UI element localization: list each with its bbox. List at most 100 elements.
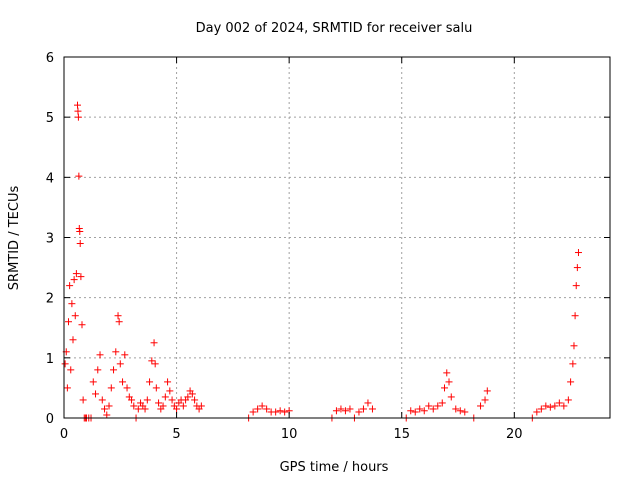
- y-tick-label: 3: [46, 232, 54, 247]
- data-point: [574, 249, 582, 257]
- data-point: [483, 387, 491, 395]
- data-point: [434, 402, 442, 410]
- data-point: [74, 101, 82, 109]
- data-point: [452, 405, 460, 413]
- data-point: [411, 408, 419, 416]
- data-point: [263, 405, 271, 413]
- data-point: [105, 402, 113, 410]
- data-point: [368, 405, 376, 413]
- data-point: [191, 396, 199, 404]
- axis-ticks: 0 5 10 15 20 0 1 2 3 4 5 6: [46, 51, 610, 442]
- data-point: [281, 408, 289, 416]
- data-point: [571, 312, 579, 320]
- chart-title: Day 002 of 2024, SRMTID for receiver sal…: [196, 21, 473, 36]
- data-points: [61, 101, 582, 422]
- data-point: [359, 405, 367, 413]
- data-point: [537, 405, 545, 413]
- data-point: [121, 351, 129, 359]
- data-point: [364, 399, 372, 407]
- data-point: [116, 360, 124, 368]
- data-point: [197, 402, 205, 410]
- data-point: [77, 273, 85, 281]
- data-point: [461, 408, 469, 416]
- data-point: [546, 403, 554, 411]
- data-point: [79, 396, 87, 404]
- data-point: [143, 396, 151, 404]
- data-point: [130, 402, 138, 410]
- data-point: [560, 402, 568, 410]
- data-point: [76, 227, 84, 235]
- data-point: [112, 348, 120, 356]
- grid: [64, 57, 610, 418]
- data-point: [96, 351, 104, 359]
- data-point: [355, 408, 363, 416]
- data-point: [551, 402, 559, 410]
- y-tick-label: 2: [46, 292, 54, 307]
- x-tick-label: 20: [506, 427, 523, 442]
- data-point: [151, 360, 159, 368]
- data-point: [407, 407, 415, 415]
- x-tick-label: 15: [393, 427, 410, 442]
- data-point: [72, 270, 80, 278]
- data-point: [92, 390, 100, 398]
- data-point: [188, 390, 196, 398]
- data-point: [94, 366, 102, 374]
- data-point: [128, 396, 136, 404]
- x-tick-label: 0: [60, 427, 68, 442]
- data-point: [184, 393, 192, 401]
- data-point: [68, 300, 76, 308]
- data-point: [161, 393, 169, 401]
- data-point: [141, 405, 149, 413]
- data-point: [438, 399, 446, 407]
- data-point: [168, 396, 176, 404]
- data-point: [272, 408, 280, 416]
- data-point: [164, 378, 172, 386]
- x-tick-label: 10: [281, 427, 298, 442]
- data-point: [249, 408, 257, 416]
- data-point: [179, 402, 187, 410]
- data-point: [332, 407, 340, 415]
- data-point: [429, 405, 437, 413]
- y-axis-label: SRMTID / TECUs: [7, 186, 22, 291]
- data-point: [276, 407, 284, 415]
- data-point: [477, 402, 485, 410]
- data-point: [254, 405, 262, 413]
- data-point: [159, 402, 167, 410]
- data-point: [570, 342, 578, 350]
- data-point: [65, 318, 73, 326]
- data-point: [533, 408, 541, 416]
- x-tick-label: 5: [172, 427, 180, 442]
- data-point: [123, 384, 131, 392]
- data-point: [150, 339, 158, 347]
- y-tick-label: 4: [46, 171, 54, 186]
- data-point: [67, 366, 75, 374]
- data-point: [416, 405, 424, 413]
- data-point: [98, 396, 106, 404]
- y-tick-label: 1: [46, 352, 54, 367]
- data-point: [76, 240, 84, 248]
- data-point: [69, 336, 77, 344]
- y-tick-label: 6: [46, 51, 54, 66]
- data-point: [166, 387, 174, 395]
- data-point: [110, 366, 118, 374]
- data-point: [481, 396, 489, 404]
- data-point: [119, 378, 127, 386]
- data-point: [443, 369, 451, 377]
- data-point: [456, 407, 464, 415]
- data-point: [173, 405, 181, 413]
- data-point: [337, 405, 345, 413]
- data-point: [66, 282, 74, 290]
- data-point: [70, 276, 78, 284]
- data-point: [425, 402, 433, 410]
- data-point: [89, 378, 97, 386]
- data-point: [78, 321, 86, 329]
- data-point: [146, 378, 154, 386]
- data-point: [420, 407, 428, 415]
- x-axis-label: GPS time / hours: [280, 460, 389, 475]
- data-point: [555, 399, 563, 407]
- y-tick-label: 0: [46, 412, 54, 427]
- data-point: [569, 360, 577, 368]
- data-point: [63, 384, 71, 392]
- data-point: [134, 405, 142, 413]
